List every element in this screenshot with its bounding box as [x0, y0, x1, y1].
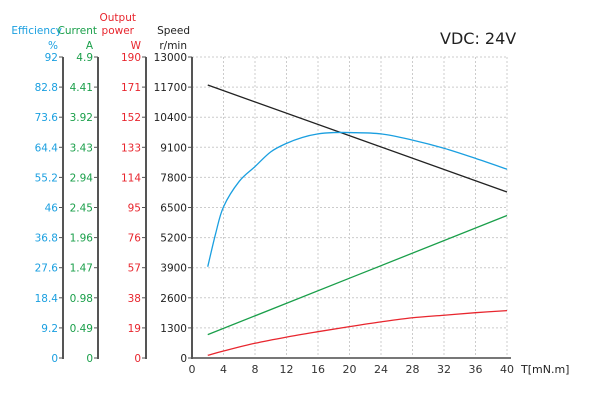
x-axis-label: T[mN.m] [520, 363, 569, 376]
efficiency-tick-label: 92 [45, 52, 58, 64]
efficiency-tick-label: 64.4 [35, 142, 59, 154]
power-tick-label: 76 [128, 233, 142, 245]
efficiency-tick-label: 0 [51, 353, 58, 365]
current-tick-label: 4.41 [70, 82, 93, 94]
efficiency-tick-label: 36.8 [35, 233, 58, 245]
current-axis-unit: A [86, 40, 94, 52]
speed-tick-label: 10400 [154, 112, 187, 124]
speed-tick-label: 5200 [160, 233, 187, 245]
power-tick-label: 114 [121, 172, 141, 184]
power-axis-label: Output [100, 12, 136, 24]
power-tick-label: 38 [128, 293, 141, 305]
speed-tick-label: 6500 [160, 203, 187, 215]
x-tick-label: 20 [343, 363, 357, 376]
efficiency-tick-label: 27.6 [35, 263, 59, 275]
chart-title: VDC: 24V [440, 29, 516, 48]
speed-tick-label: 9100 [160, 142, 187, 154]
power-tick-label: 19 [128, 323, 141, 335]
efficiency-tick-label: 55.2 [35, 172, 58, 184]
x-tick-label: 24 [374, 363, 388, 376]
speed-curve [207, 84, 508, 193]
speed-tick-label: 7800 [160, 172, 187, 184]
x-tick-label: 8 [252, 363, 259, 376]
speed-tick-label: 13000 [154, 52, 187, 64]
efficiency-curve [207, 131, 508, 267]
efficiency-axis-unit: % [48, 40, 58, 52]
power-axis-unit: W [131, 40, 142, 52]
efficiency-tick-label: 73.6 [35, 112, 59, 124]
speed-axis-unit: r/min [159, 40, 187, 52]
efficiency-tick-label: 18.4 [35, 293, 59, 305]
power-curve [207, 309, 508, 356]
x-tick-label: 4 [220, 363, 227, 376]
speed-tick-label: 1300 [160, 323, 187, 335]
current-tick-label: 0 [86, 353, 93, 365]
current-tick-label: 3.43 [70, 142, 93, 154]
speed-tick-label: 11700 [154, 82, 187, 94]
x-tick-label: 32 [437, 363, 451, 376]
efficiency-tick-label: 46 [45, 203, 59, 215]
current-tick-label: 0.49 [70, 323, 93, 335]
current-tick-label: 3.92 [70, 112, 93, 124]
power-tick-label: 152 [121, 112, 141, 124]
current-tick-label: 2.45 [70, 203, 93, 215]
x-tick-label: 28 [406, 363, 420, 376]
power-tick-label: 190 [121, 52, 141, 64]
power-tick-label: 171 [121, 82, 141, 94]
efficiency-tick-label: 9.2 [41, 323, 58, 335]
x-tick-label: 36 [469, 363, 483, 376]
efficiency-axis-label: Efficiency [11, 25, 62, 37]
x-tick-label: 40 [500, 363, 514, 376]
power-tick-label: 57 [128, 263, 141, 275]
current-curve [207, 214, 508, 336]
speed-axis-label: Speed [157, 25, 190, 37]
power-tick-label: 0 [134, 353, 141, 365]
current-axis-label: Current [58, 25, 97, 37]
speed-tick-label: 3900 [160, 263, 187, 275]
speed-tick-label: 0 [180, 353, 187, 365]
x-tick-label: 16 [311, 363, 325, 376]
current-tick-label: 1.47 [70, 263, 93, 275]
power-axis-label: power [102, 25, 135, 37]
series [207, 84, 508, 356]
speed-tick-label: 2600 [160, 293, 187, 305]
current-tick-label: 4.9 [76, 52, 93, 64]
x-tick-label: 0 [189, 363, 196, 376]
axes: 0 4 8 12 16 20 24 28 32 36 40 0 9.2 18.4 27.6 36.8 46 55.… [11, 12, 514, 376]
current-tick-label: 0.98 [70, 293, 93, 305]
power-tick-label: 95 [128, 203, 141, 215]
current-tick-label: 1.96 [70, 233, 94, 245]
x-tick-label: 12 [280, 363, 294, 376]
efficiency-tick-label: 82.8 [35, 82, 58, 94]
power-tick-label: 133 [121, 142, 141, 154]
current-tick-label: 2.94 [70, 172, 94, 184]
grid [192, 56, 508, 358]
